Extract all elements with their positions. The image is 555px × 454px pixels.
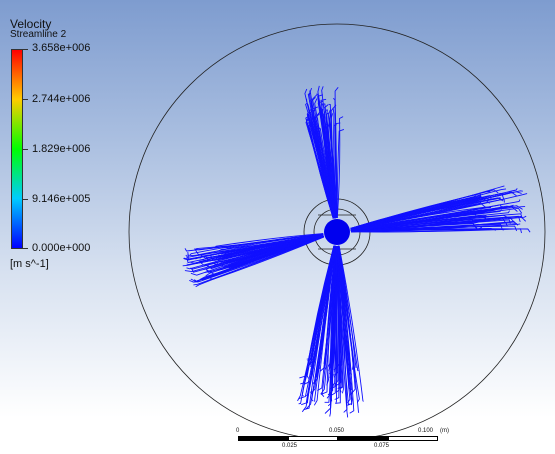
- streamline: [323, 245, 337, 364]
- streamline: [215, 234, 324, 259]
- scale-label-025: 0.025: [282, 443, 298, 449]
- streamline: [329, 245, 337, 378]
- streamline: [205, 235, 324, 277]
- streamline: [350, 210, 510, 231]
- streamline: [308, 124, 334, 219]
- streamline: [297, 245, 335, 402]
- legend-variable: Velocity: [10, 17, 52, 31]
- streamline: [311, 125, 335, 219]
- streamline: [334, 245, 340, 400]
- tick-mark: [23, 199, 28, 200]
- scale-segment: [388, 436, 438, 441]
- scale-label-050: 0.050: [329, 428, 345, 434]
- streamline: [338, 245, 360, 414]
- streamline: [338, 245, 357, 369]
- streamline: [314, 98, 336, 219]
- streamline: [208, 236, 325, 280]
- streamline: [350, 206, 491, 231]
- streamline: [350, 188, 518, 230]
- legend-tick-3: 1.829e+006: [32, 143, 91, 155]
- streamline: [213, 233, 324, 249]
- streamline-bundle: [182, 85, 531, 418]
- streamline: [350, 214, 510, 232]
- tick-mark: [23, 149, 28, 150]
- scale-label-075: 0.075: [374, 443, 390, 449]
- tick-mark: [23, 248, 28, 249]
- legend-name: Streamline 2: [10, 29, 67, 40]
- streamline: [350, 188, 507, 229]
- streamline: [187, 233, 324, 257]
- scale-bar: [238, 436, 438, 442]
- streamline: [350, 209, 491, 231]
- streamline: [350, 228, 522, 234]
- streamline: [182, 234, 324, 267]
- streamline: [337, 245, 351, 390]
- streamline: [335, 245, 341, 369]
- tick-mark: [23, 49, 28, 50]
- streamline: [350, 222, 517, 232]
- streamline: [330, 113, 337, 219]
- streamline: [350, 228, 483, 233]
- scale-label-100: 0.100: [418, 428, 434, 434]
- streamline: [336, 116, 344, 219]
- streamline: [338, 245, 364, 402]
- scale-segment: [338, 436, 388, 441]
- scale-label-unit: (m): [440, 428, 449, 434]
- scale-label-0: 0: [236, 428, 240, 434]
- streamline: [215, 235, 324, 263]
- hub: [324, 219, 350, 245]
- scale-segment: [288, 436, 338, 441]
- streamline: [320, 112, 336, 219]
- legend-tick-4: 9.146e+005: [32, 193, 91, 205]
- streamline: [350, 198, 490, 230]
- streamline: [350, 222, 478, 232]
- scale-segment: [238, 436, 288, 441]
- streamline: [337, 245, 355, 414]
- streamline: [337, 245, 348, 413]
- legend-tick-2: 2.744e+006: [32, 93, 91, 105]
- tick-mark: [23, 99, 28, 100]
- streamline: [309, 90, 335, 219]
- streamline: [195, 236, 325, 288]
- streamline: [305, 245, 335, 397]
- streamline: [350, 193, 482, 229]
- legend-tick-min: 0.000e+000: [32, 242, 91, 254]
- streamline: [189, 233, 324, 256]
- legend-unit: [m s^-1]: [10, 258, 49, 270]
- streamline: [334, 87, 339, 219]
- legend-tick-max: 3.658e+006: [32, 42, 91, 54]
- streamline: [310, 245, 336, 393]
- streamline: [331, 245, 338, 396]
- streamline: [310, 108, 335, 219]
- legend-colorbar: [11, 49, 23, 249]
- streamline: [228, 235, 324, 269]
- streamline: [336, 128, 345, 219]
- streamline: [350, 190, 523, 230]
- streamline: [217, 235, 324, 271]
- streamline: [329, 113, 337, 219]
